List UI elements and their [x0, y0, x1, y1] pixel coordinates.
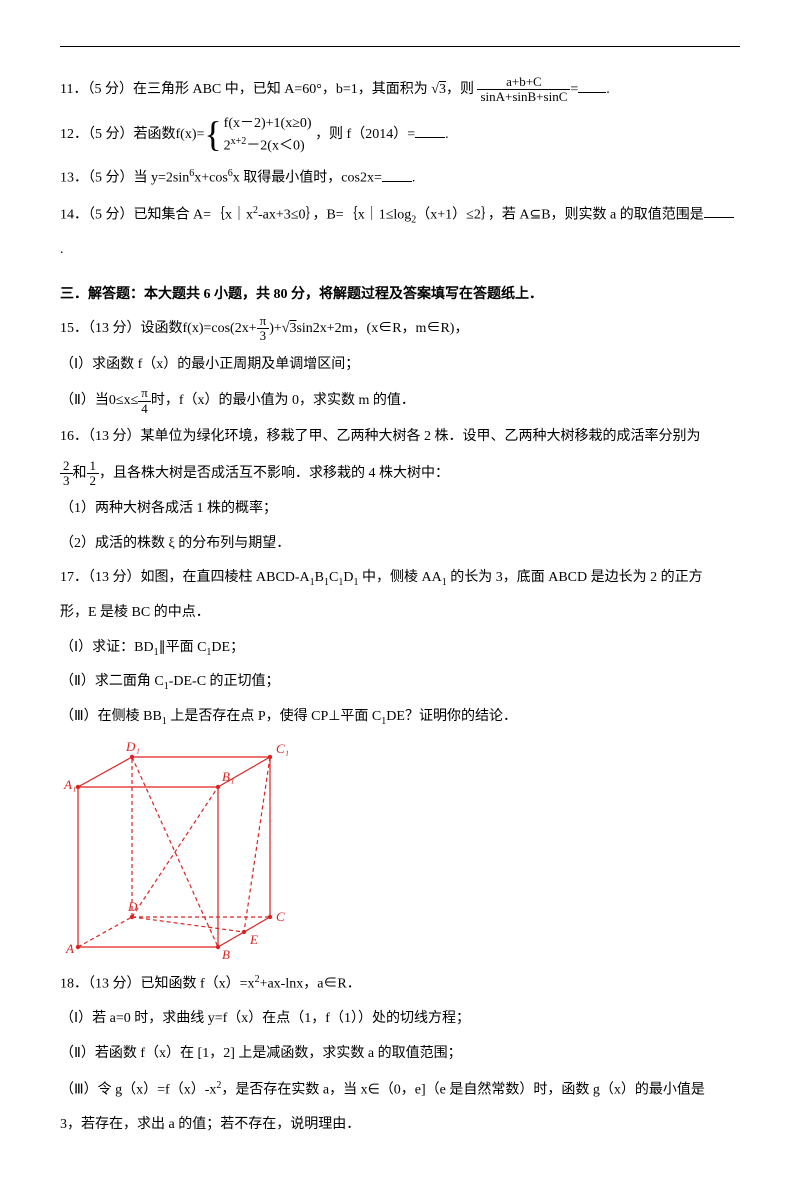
- q15-frac2: π4: [138, 386, 151, 416]
- svg-text:A₁: A₁: [63, 777, 76, 792]
- question-11: 11．（5 分）在三角形 ABC 中，已知 A=60°，b=1，其面积为 √3，…: [60, 75, 740, 105]
- question-13: 13．（5 分）当 y=2sin6x+cos6x 取得最小值时，cos2x=.: [60, 164, 740, 192]
- q13-b: x+cos: [194, 171, 228, 186]
- q14-a: 14．（5 分）已知集合 A=｛x｜x: [60, 207, 253, 222]
- q15-part2: （Ⅱ）当0≤x≤π4时，f（x）的最小值为 0，求实数 m 的值．: [60, 386, 740, 416]
- top-rule: [60, 46, 740, 47]
- svg-text:E: E: [249, 932, 258, 947]
- q16-a: 16．（13 分）某单位为绿化环境，移栽了甲、乙两种大树各 2 株．设甲、乙两种…: [60, 429, 701, 444]
- q15-a: 15．（13 分）设函数: [60, 321, 183, 336]
- q11-frac-num: a+b+C: [477, 75, 570, 90]
- q16-line2: 23和12，且各株大树是否成活互不影响．求移栽的 4 株大树中：: [60, 459, 740, 489]
- q11-frac-den: sinA+sinB+sinC: [477, 90, 570, 104]
- q16-part2: （2）成活的株数 ξ 的分布列与期望．: [60, 531, 740, 558]
- q12-suffix: ，则 f（2014）=: [315, 127, 415, 142]
- q15-frac: π3: [257, 314, 270, 344]
- q12-row2: 2x+2－2(x＜0): [224, 134, 312, 157]
- q13-a: 13．（5 分）当 y=2sin: [60, 171, 189, 186]
- question-12: 12．（5 分）若函数f(x)={ f(x－2)+1(x≥0) 2x+2－2(x…: [60, 113, 740, 157]
- q16-frac1: 23: [60, 459, 73, 489]
- q15-c: sin2x+2m，(x∈R，m∈R)，: [296, 321, 468, 336]
- q12-blank: [415, 123, 445, 138]
- q15-p2b: 时，f（x）的最小值为 0，求实数 m 的值．: [151, 393, 415, 408]
- svg-text:C₁: C₁: [276, 741, 289, 756]
- svg-text:D: D: [127, 899, 138, 914]
- q14-b: -ax+3≤0｝，B=｛x｜1≤log: [258, 207, 411, 222]
- q11-text-a: 11．（5 分）在三角形 ABC 中，已知 A=60°，b=1，其面积为: [60, 82, 428, 97]
- q14-end-line: .: [60, 237, 740, 264]
- svg-text:A: A: [65, 941, 74, 956]
- svg-text:B₁: B₁: [222, 769, 234, 784]
- q14-blank: [704, 203, 734, 218]
- q16-mid: 和: [73, 466, 87, 481]
- question-14: 14．（5 分）已知集合 A=｛x｜x2-ax+3≤0｝，B=｛x｜1≤log2…: [60, 201, 740, 229]
- q16-frac2: 12: [87, 459, 100, 489]
- prism-diagram: A B C D A₁ B₁ C₁ D₁ E: [60, 739, 290, 964]
- q13-c: x 取得最小值时，cos2x=: [233, 171, 382, 186]
- question-17: 17．（13 分）如图，在直四棱柱 ABCD-A1B1C1D1 中，侧棱 AA1…: [60, 565, 740, 592]
- q11-sqrt: √3: [431, 82, 446, 97]
- q11-eq: =: [570, 82, 578, 97]
- q18-part1: （Ⅰ）若 a=0 时，求曲线 y=f（x）在点（1，f（1））处的切线方程；: [60, 1006, 740, 1033]
- q17-line2: 形，E 是棱 BC 的中点．: [60, 600, 740, 627]
- q15-part1: （Ⅰ）求函数 f（x）的最小正周期及单调增区间；: [60, 352, 740, 379]
- q15-p2a: （Ⅱ）当: [60, 393, 109, 408]
- q17-part2: （Ⅱ）求二面角 C1-DE-C 的正切值；: [60, 669, 740, 696]
- q13-end: .: [412, 171, 416, 186]
- q11-fraction: a+b+C sinA+sinB+sinC: [477, 75, 570, 105]
- q17-part3: （Ⅲ）在侧棱 BB1 上是否存在点 P，使得 CP⊥平面 C1DE？证明你的结论…: [60, 704, 740, 731]
- q12-fx: f(x)=: [176, 127, 205, 142]
- q12-end: .: [445, 127, 449, 142]
- question-15: 15．（13 分）设函数f(x)=cos(2x+π3)+√3sin2x+2m，(…: [60, 314, 740, 344]
- q15-b: )+: [269, 321, 282, 336]
- q14-end: .: [60, 242, 64, 257]
- q15-range: 0≤x≤: [109, 393, 138, 408]
- q18-part3a: （Ⅲ）令 g（x）=f（x）-x2，是否存在实数 a，当 x∈（0，e]（e 是…: [60, 1076, 740, 1104]
- q15-sqrt: √3: [282, 321, 297, 336]
- q16-part1: （1）两种大树各成活 1 株的概率；: [60, 496, 740, 523]
- exam-page: 11．（5 分）在三角形 ABC 中，已知 A=60°，b=1，其面积为 √3，…: [0, 0, 800, 1186]
- svg-text:D₁: D₁: [125, 739, 140, 754]
- brace-icon: {: [204, 118, 221, 150]
- q12-piecewise: f(x－2)+1(x≥0) 2x+2－2(x＜0): [224, 113, 312, 157]
- q14-c: （x+1）≤2｝，若 A⊆B，则实数 a 的取值范围是: [416, 207, 703, 222]
- q15-fx: f(x)=cos(2x+: [183, 321, 257, 336]
- svg-text:B: B: [222, 947, 230, 962]
- q12-prefix: 12．（5 分）若函数: [60, 127, 176, 142]
- q11-mid: ，则: [446, 82, 474, 97]
- q17-part1: （Ⅰ）求证：BD1∥平面 C1DE；: [60, 635, 740, 662]
- q18-part3b: 3，若存在，求出 a 的值；若不存在，说明理由．: [60, 1112, 740, 1139]
- question-16: 16．（13 分）某单位为绿化环境，移栽了甲、乙两种大树各 2 株．设甲、乙两种…: [60, 424, 740, 451]
- q16-b: ，且各株大树是否成活互不影响．求移栽的 4 株大树中：: [99, 466, 449, 481]
- q11-blank: [578, 78, 606, 93]
- q12-row1: f(x－2)+1(x≥0): [224, 113, 312, 134]
- section-3-title: 三．解答题：本大题共 6 小题，共 80 分，将解题过程及答案填写在答题纸上．: [60, 282, 740, 309]
- svg-text:C: C: [276, 909, 285, 924]
- q13-blank: [382, 167, 412, 182]
- q18-part2: （Ⅱ）若函数 f（x）在 [1，2] 上是减函数，求实数 a 的取值范围；: [60, 1041, 740, 1068]
- question-18: 18．（13 分）已知函数 f（x）=x2+ax-lnx，a∈R．: [60, 970, 740, 998]
- q11-end: .: [606, 82, 610, 97]
